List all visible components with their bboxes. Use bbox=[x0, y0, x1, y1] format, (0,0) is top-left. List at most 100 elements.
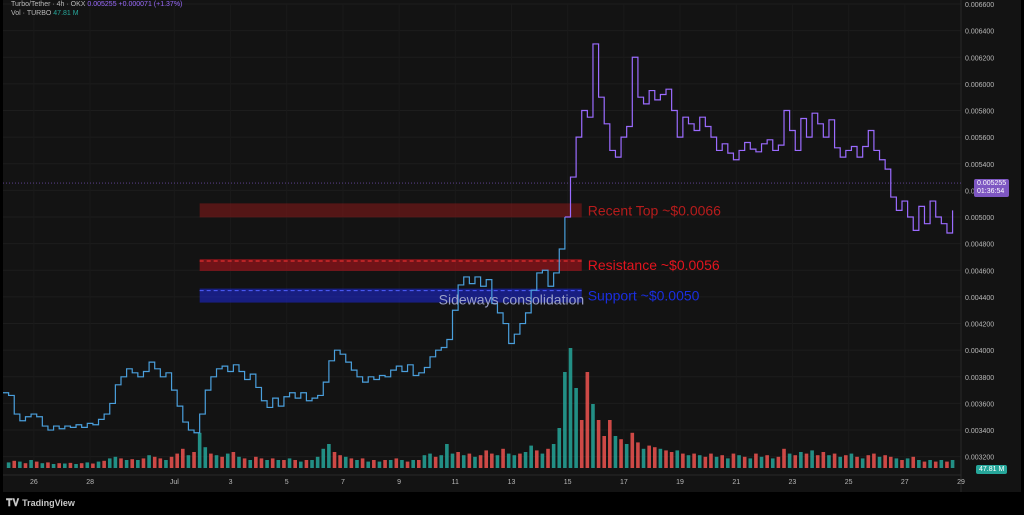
volume-bar bbox=[540, 453, 545, 468]
volume-bar bbox=[220, 456, 224, 468]
volume-bar bbox=[568, 348, 573, 468]
y-tick-label: 0.006400 bbox=[965, 29, 994, 36]
x-tick-label: 5 bbox=[285, 479, 289, 486]
x-tick-label: Jul bbox=[170, 479, 179, 486]
volume-bar bbox=[939, 460, 944, 468]
volume-bar bbox=[40, 463, 45, 468]
volume-bar bbox=[46, 462, 50, 468]
volume-bar bbox=[315, 456, 320, 468]
current-volume-tag: 47.81 M bbox=[976, 465, 1008, 474]
volume-bar bbox=[557, 428, 562, 468]
volume-bar bbox=[338, 455, 342, 468]
volume-bar bbox=[905, 458, 910, 468]
volume-bar bbox=[327, 444, 331, 468]
volume-bar bbox=[445, 444, 449, 468]
volume-bar bbox=[332, 452, 337, 468]
volume-bar bbox=[675, 450, 680, 468]
volume-bar bbox=[400, 460, 404, 468]
volume-bar bbox=[102, 460, 106, 468]
volume-bar bbox=[181, 448, 185, 468]
volume-bar bbox=[579, 420, 584, 468]
volume-header: Vol · TURBO 47.81 M bbox=[11, 10, 79, 17]
volume-bar bbox=[304, 460, 309, 468]
volume-bar bbox=[23, 463, 28, 468]
price-chart[interactable]: 0.006600 0.006400 0.006200 0.006000 0.005800… bbox=[3, 0, 1021, 492]
volume-bar bbox=[658, 448, 663, 468]
volume-bar bbox=[388, 460, 393, 468]
volume-bar bbox=[630, 432, 635, 468]
volume-bar bbox=[681, 453, 685, 468]
volume-bar bbox=[754, 453, 758, 468]
volume-bar bbox=[242, 458, 247, 468]
volume-bar bbox=[563, 372, 567, 468]
volume-bar bbox=[450, 453, 455, 468]
volume-bar bbox=[259, 458, 264, 468]
volume-bar bbox=[602, 436, 607, 468]
volume-bar bbox=[613, 436, 618, 468]
x-tick-label: 21 bbox=[732, 479, 740, 486]
volume-bar bbox=[742, 456, 747, 468]
volume-bar bbox=[231, 452, 236, 468]
y-tick-label: 0.005600 bbox=[965, 135, 994, 142]
volume-bar bbox=[321, 448, 326, 468]
volume-bar bbox=[428, 453, 432, 468]
volume-bar bbox=[119, 458, 123, 468]
volume-bar bbox=[366, 461, 371, 468]
volume-bar bbox=[787, 453, 792, 468]
x-tick-label: 29 bbox=[957, 479, 965, 486]
volume-bar bbox=[287, 458, 292, 468]
volume-bar bbox=[844, 455, 848, 468]
volume-bar bbox=[827, 455, 831, 468]
volume-bar bbox=[534, 450, 539, 468]
volume-bar bbox=[692, 453, 696, 468]
chart-area[interactable]: 0.006600 0.006400 0.006200 0.006000 0.005800… bbox=[3, 0, 1021, 492]
volume-bar bbox=[237, 456, 241, 468]
volume-bar bbox=[810, 450, 814, 468]
y-tick-label: 0.004400 bbox=[965, 295, 994, 302]
volume-bar bbox=[709, 453, 713, 468]
volume-bar bbox=[79, 463, 84, 468]
x-tick-label: 9 bbox=[397, 479, 401, 486]
x-tick-label: 3 bbox=[229, 479, 233, 486]
y-tick-label: 0.004200 bbox=[965, 322, 994, 329]
volume-bar bbox=[433, 456, 438, 468]
volume-bar bbox=[467, 453, 472, 468]
bar-countdown: 01:36:54 bbox=[977, 188, 1005, 195]
annotation-label: Resistance ~$0.0056 bbox=[588, 257, 720, 273]
y-tick-label: 0.003200 bbox=[965, 455, 994, 462]
volume-bar bbox=[821, 452, 826, 468]
volume-bar bbox=[832, 453, 837, 468]
price-line-early bbox=[3, 217, 566, 434]
volume-bar bbox=[855, 456, 859, 468]
annotation-label: Recent Top ~$0.0066 bbox=[588, 202, 721, 218]
volume-bar bbox=[585, 372, 590, 468]
volume-bar bbox=[872, 453, 876, 468]
x-tick-label: 19 bbox=[676, 479, 684, 486]
volume-bar bbox=[624, 444, 629, 468]
volume-bar bbox=[186, 455, 191, 468]
volume-bar bbox=[883, 455, 887, 468]
x-tick-label: 27 bbox=[901, 479, 909, 486]
y-tick-label: 0.006200 bbox=[965, 55, 994, 62]
volume-bar bbox=[158, 458, 163, 468]
volume-bar bbox=[175, 453, 179, 468]
volume-bar bbox=[495, 455, 500, 468]
current-price-tag: 0.005255 01:36:54 bbox=[974, 179, 1010, 197]
volume-bar bbox=[147, 455, 151, 468]
volume-bar bbox=[18, 461, 22, 468]
y-tick-label: 0.003600 bbox=[965, 401, 994, 408]
x-tick-label: 15 bbox=[564, 479, 572, 486]
volume-bar bbox=[473, 456, 477, 468]
volume-bar bbox=[759, 456, 764, 468]
volume-bar bbox=[282, 460, 286, 468]
volume-bar bbox=[591, 404, 595, 468]
tradingview-logo[interactable]: 𝐓𝐕 TradingView bbox=[6, 498, 75, 509]
volume-bar bbox=[652, 447, 657, 468]
volume-bar bbox=[254, 456, 258, 468]
volume-bar bbox=[349, 458, 354, 468]
y-tick-label: 0.004800 bbox=[965, 242, 994, 249]
volume-bar bbox=[922, 461, 927, 468]
volume-bar bbox=[619, 439, 623, 468]
volume-bar bbox=[574, 388, 578, 468]
